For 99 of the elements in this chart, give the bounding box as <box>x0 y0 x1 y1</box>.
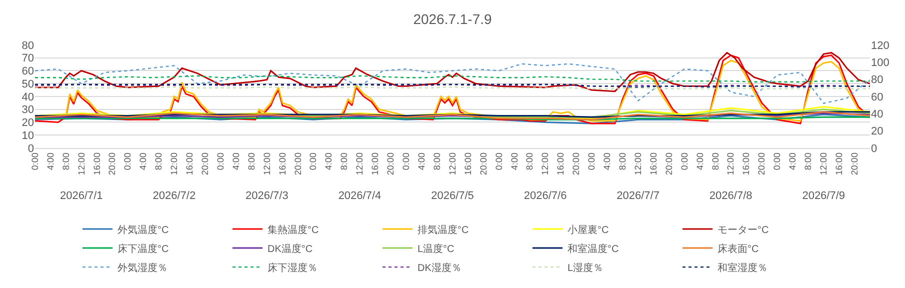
x-tick-label: 12:00 <box>726 152 736 176</box>
x-tick-label: 12:00 <box>540 152 550 176</box>
x-tick-label: 8:00 <box>710 152 720 170</box>
x-tick-label: 4:00 <box>602 152 612 170</box>
x-tick-label: 8:00 <box>618 152 628 170</box>
x-tick-label: 12:00 <box>262 152 272 176</box>
y-tick-label: 60 <box>22 66 34 78</box>
legend-label: 外気温度°C <box>118 224 169 236</box>
y-tick-label: 0 <box>28 142 34 155</box>
x-tick-label: 16:00 <box>741 152 752 176</box>
y2-tick-label: 80 <box>871 74 884 86</box>
x-tick-label: 8:00 <box>432 152 442 170</box>
y-tick-label: 40 <box>22 91 34 104</box>
x-tick-label: 4:00 <box>45 152 56 170</box>
x-tick-label: 4:00 <box>694 152 705 170</box>
x-tick-label: 8:00 <box>154 152 164 170</box>
legend-label: 床表面°C <box>718 242 759 255</box>
x2-tick-label: 2026/7/8 <box>709 190 752 202</box>
x-tick-label: 12:00 <box>632 152 643 176</box>
x-tick-label: 16:00 <box>92 152 102 176</box>
legend-label: 集熱温度°C <box>268 224 319 236</box>
x-tick-label: 4:00 <box>509 152 520 170</box>
x-tick-label: 20:00 <box>571 152 582 176</box>
x-tick-label: 20:00 <box>756 152 767 176</box>
x2-tick-label: 2026/7/6 <box>524 190 567 202</box>
line-series <box>35 75 870 82</box>
legend-label: 床下温度°C <box>118 242 169 255</box>
x-tick-label: 20:00 <box>478 152 488 176</box>
x-tick-label: 8:00 <box>803 152 814 170</box>
x-tick-label: 12:00 <box>76 152 86 176</box>
y-tick-label: 70 <box>22 52 34 65</box>
legend-label: 外気湿度％ <box>118 262 168 274</box>
x-tick-label: 0:00 <box>122 152 133 170</box>
x-tick-label: 16:00 <box>834 152 844 176</box>
x2-tick-label: 2026/7/9 <box>802 190 846 202</box>
y2-tick-label: 60 <box>871 91 884 104</box>
legend-label: DK湿度％ <box>418 262 462 274</box>
legend-label: 小屋裏°C <box>568 224 609 236</box>
x2-tick-label: 2026/7/3 <box>246 190 288 202</box>
x-tick-label: 20:00 <box>386 152 396 176</box>
chart-title: 2026.7.1-7.9 <box>413 11 492 28</box>
x-tick-label: 12:00 <box>818 152 829 176</box>
x-tick-label: 0:00 <box>772 152 782 170</box>
x-tick-label: 4:00 <box>138 152 148 170</box>
x-tick-label: 20:00 <box>107 152 118 176</box>
legend-label: DK温度°C <box>268 242 313 255</box>
x-tick-label: 4:00 <box>324 152 334 170</box>
x2-tick-label: 2026/7/5 <box>431 190 474 202</box>
x-tick-label: 8:00 <box>60 152 71 170</box>
x2-tick-label: 2026/7/2 <box>152 190 196 202</box>
x-tick-label: 20:00 <box>664 152 674 176</box>
x2-tick-label: 2026/7/4 <box>338 190 382 202</box>
x-tick-label: 0:00 <box>679 152 690 170</box>
line-series <box>35 63 870 104</box>
y2-tick-label: 120 <box>871 40 890 52</box>
x2-tick-label: 2026/7/1 <box>60 190 103 202</box>
line-series <box>35 111 870 120</box>
x-tick-label: 12:00 <box>169 152 180 176</box>
x-tick-label: 16:00 <box>556 152 566 176</box>
x-tick-label: 16:00 <box>648 152 658 176</box>
x-tick-label: 20:00 <box>849 152 860 176</box>
x-tick-label: 12:00 <box>447 152 458 176</box>
x-tick-label: 8:00 <box>246 152 256 170</box>
y-tick-label: 20 <box>22 117 34 130</box>
x-tick-label: 0:00 <box>30 152 40 170</box>
legend-label: 和室湿度％ <box>718 262 768 274</box>
x-tick-label: 0:00 <box>215 152 226 170</box>
x-tick-label: 20:00 <box>200 152 210 176</box>
y-tick-label: 30 <box>22 104 34 116</box>
x-tick-label: 0:00 <box>308 152 318 170</box>
x-tick-label: 4:00 <box>416 152 426 170</box>
y-tick-label: 10 <box>22 130 34 142</box>
x-tick-label: 8:00 <box>339 152 350 170</box>
x-tick-label: 0:00 <box>401 152 412 170</box>
y2-tick-label: 40 <box>871 108 884 120</box>
x-tick-label: 0:00 <box>586 152 597 170</box>
x-tick-label: 16:00 <box>277 152 288 176</box>
x-tick-label: 8:00 <box>524 152 535 170</box>
y2-tick-label: 100 <box>871 57 890 70</box>
y-tick-label: 50 <box>22 78 34 90</box>
legend-label: L温度°C <box>418 242 454 255</box>
y-tick-label: 80 <box>22 40 34 52</box>
legend-label: 床下湿度％ <box>268 262 318 274</box>
y2-tick-label: 20 <box>871 126 884 138</box>
x-tick-label: 4:00 <box>230 152 241 170</box>
x-tick-label: 16:00 <box>370 152 380 176</box>
x-tick-label: 16:00 <box>184 152 195 176</box>
legend-label: L湿度％ <box>568 262 604 274</box>
x-tick-label: 0:00 <box>494 152 504 170</box>
legend-label: 排気温度°C <box>418 224 469 236</box>
x-tick-label: 16:00 <box>462 152 473 176</box>
y2-tick-label: 0 <box>871 142 878 155</box>
line-series <box>35 52 870 92</box>
legend-label: モーター°C <box>718 224 769 236</box>
x-tick-label: 20:00 <box>292 152 303 176</box>
x2-tick-label: 2026/7/7 <box>616 190 660 202</box>
x-tick-label: 12:00 <box>354 152 365 176</box>
legend-label: 和室温度°C <box>568 242 619 255</box>
x-tick-label: 4:00 <box>788 152 798 170</box>
